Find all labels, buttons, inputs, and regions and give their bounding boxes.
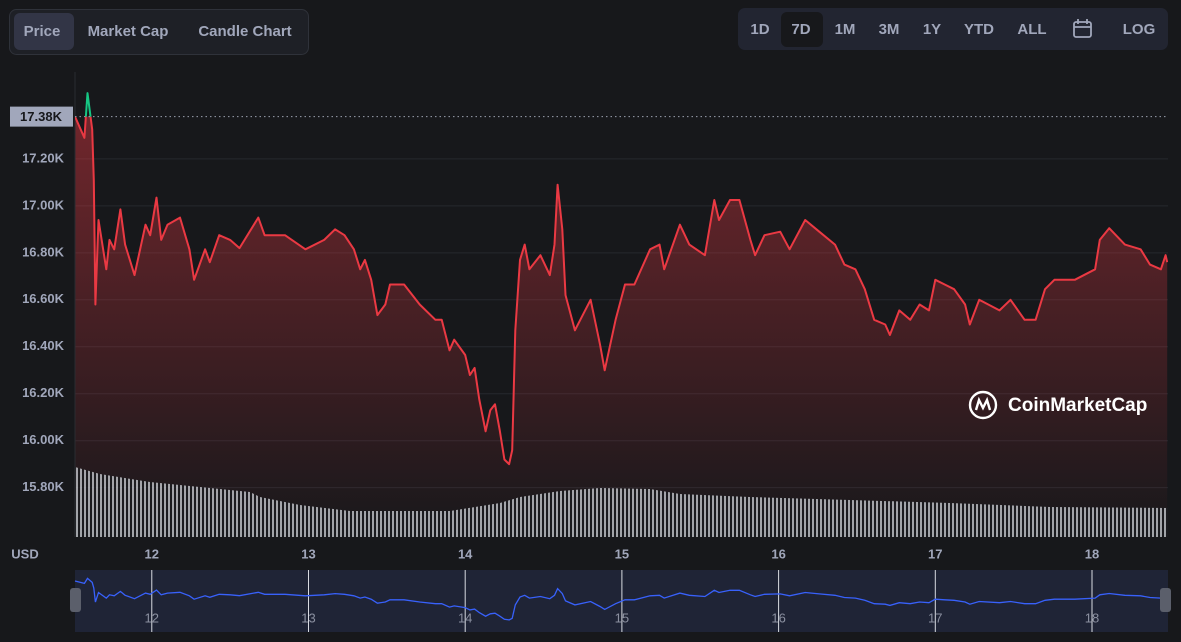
tab-button[interactable]: Candle Chart xyxy=(198,23,291,40)
tab-active-bg xyxy=(14,13,74,50)
watermark-logo xyxy=(968,390,998,420)
tab-group xyxy=(9,9,309,55)
range-button[interactable]: YTD xyxy=(964,21,994,38)
log-button[interactable]: LOG xyxy=(1123,21,1156,38)
navigator-tick-label: 14 xyxy=(458,610,472,625)
y-unit-label: USD xyxy=(11,546,38,561)
current-price-box xyxy=(10,106,73,127)
y-tick-label: 15.80K xyxy=(22,479,65,494)
tab-button[interactable]: Market Cap xyxy=(88,23,169,40)
range-button[interactable]: 1M xyxy=(835,21,856,38)
navigator-line xyxy=(74,577,1168,621)
y-tick-label: 16.60K xyxy=(22,291,65,306)
x-tick-label: 18 xyxy=(1085,546,1099,561)
calendar-icon[interactable] xyxy=(1073,19,1092,38)
tab-button[interactable]: Price xyxy=(24,23,61,40)
y-tick-label: 16.20K xyxy=(22,385,65,400)
range-button[interactable]: 1Y xyxy=(923,21,941,38)
range-active-bg xyxy=(781,12,823,47)
navigator-handle-right[interactable] xyxy=(1160,588,1171,612)
range-button[interactable]: 1D xyxy=(750,21,769,38)
y-tick-label: 16.40K xyxy=(22,338,65,353)
y-tick-label: 17.00K xyxy=(22,197,65,212)
range-button[interactable]: 7D xyxy=(791,21,810,38)
x-tick-label: 13 xyxy=(301,546,315,561)
navigator-tick-label: 18 xyxy=(1085,610,1099,625)
range-button[interactable]: 3M xyxy=(879,21,900,38)
range-group xyxy=(738,8,1168,50)
volume-bars xyxy=(75,467,1168,537)
x-tick-label: 17 xyxy=(928,546,942,561)
navigator-tick-label: 17 xyxy=(928,610,942,625)
navigator-tick-label: 16 xyxy=(771,610,785,625)
watermark: CoinMarketCap xyxy=(1008,395,1147,416)
x-tick-label: 14 xyxy=(458,546,473,561)
range-button[interactable]: ALL xyxy=(1017,21,1046,38)
navigator-tick-label: 15 xyxy=(615,610,629,625)
x-tick-label: 12 xyxy=(145,546,159,561)
navigator-tick-label: 12 xyxy=(145,610,159,625)
navigator-tick-label: 13 xyxy=(301,610,315,625)
x-tick-label: 15 xyxy=(615,546,629,561)
x-tick-label: 16 xyxy=(771,546,785,561)
y-tick-label: 16.00K xyxy=(22,432,65,447)
price-area xyxy=(75,116,1168,537)
current-price-label: 17.38K xyxy=(20,109,63,124)
price-line xyxy=(75,116,1168,466)
y-tick-label: 17.20K xyxy=(22,150,65,165)
navigator-handle-left[interactable] xyxy=(70,588,81,612)
y-tick-label: 16.80K xyxy=(22,244,65,259)
